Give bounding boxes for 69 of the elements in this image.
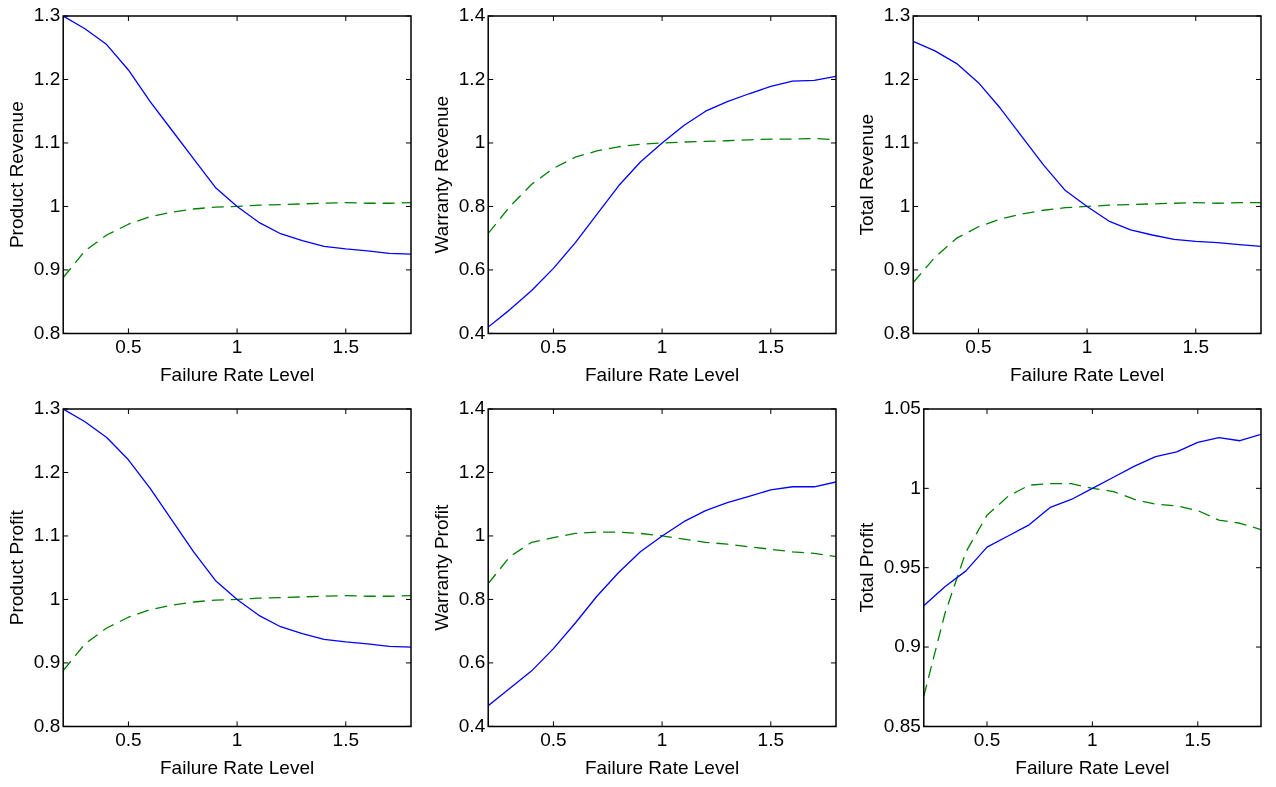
x-axis-title: Failure Rate Level [585, 756, 740, 778]
y-tick-label: 1.3 [33, 4, 61, 26]
y-axis-title: Product Revenue [5, 101, 27, 249]
x-tick-label: 1.5 [757, 336, 784, 358]
y-tick-label: 0.8 [33, 714, 61, 736]
x-tick-label: 1 [656, 336, 668, 358]
y-tick-label: 1.2 [883, 67, 911, 89]
x-tick-label: 0.5 [115, 729, 142, 751]
x-tick-label: 1.5 [757, 729, 784, 751]
y-tick-label: 0.9 [894, 635, 921, 657]
y-tick-label: 1.4 [458, 4, 486, 26]
y-tick-label: 1.3 [883, 4, 911, 26]
y-tick-label: 0.6 [458, 651, 486, 673]
y-axis-title: Total Profit [855, 522, 877, 613]
x-axis-title: Failure Rate Level [1015, 756, 1170, 778]
x-tick-label: 0.5 [973, 729, 1001, 751]
y-tick-label: 1.05 [883, 397, 921, 419]
y-tick-label: 1.2 [458, 460, 486, 482]
y-tick-label: 0.9 [883, 258, 911, 280]
line-series [63, 594, 411, 672]
y-axis-title: Total Revenue [855, 113, 877, 236]
y-tick-label: 1.2 [33, 460, 61, 482]
x-tick-label: 0.5 [965, 336, 992, 358]
line-series [488, 531, 836, 585]
y-axis-title: Product Profit [5, 509, 27, 626]
y-tick-label: 0.8 [458, 194, 486, 216]
line-series [63, 201, 411, 279]
y-tick-label: 1 [49, 194, 61, 216]
y-tick-label: 1.1 [33, 524, 61, 546]
x-tick-label: 0.5 [540, 729, 567, 751]
y-tick-label: 0.4 [458, 714, 486, 736]
y-tick-label: 1 [910, 476, 921, 498]
y-tick-label: 1.2 [458, 67, 486, 89]
y-tick-label: 0.4 [458, 321, 486, 343]
y-tick-label: 1.1 [33, 131, 61, 153]
y-tick-label: 0.85 [883, 714, 921, 736]
y-tick-label: 0.8 [458, 587, 486, 609]
y-tick-label: 1.1 [883, 131, 911, 153]
y-tick-label: 1 [899, 194, 911, 216]
x-tick-label: 1 [1081, 336, 1093, 358]
x-axis-title: Failure Rate Level [1010, 363, 1165, 385]
y-tick-label: 1.2 [33, 67, 61, 89]
y-tick-label: 0.95 [883, 555, 921, 577]
x-tick-label: 1 [231, 729, 243, 751]
x-tick-label: 1 [656, 729, 668, 751]
y-tick-label: 0.8 [883, 321, 911, 343]
y-axis-title: Warranty Profit [430, 503, 452, 631]
x-tick-label: 1 [231, 336, 243, 358]
y-tick-label: 1.3 [33, 397, 61, 419]
x-tick-label: 1.5 [332, 336, 359, 358]
y-tick-label: 1 [474, 131, 486, 153]
x-tick-label: 1 [1087, 729, 1098, 751]
line-series [913, 201, 1261, 284]
y-tick-label: 0.9 [33, 651, 61, 673]
x-tick-label: 1.5 [1182, 336, 1209, 358]
x-tick-label: 1.5 [332, 729, 359, 751]
x-tick-label: 0.5 [115, 336, 142, 358]
y-tick-label: 0.6 [458, 258, 486, 280]
y-tick-label: 1 [474, 524, 486, 546]
y-tick-label: 0.9 [33, 258, 61, 280]
x-axis-title: Failure Rate Level [585, 363, 740, 385]
x-axis-title: Failure Rate Level [160, 363, 315, 385]
x-tick-label: 0.5 [540, 336, 567, 358]
x-tick-label: 1.5 [1184, 729, 1211, 751]
y-axis-title: Warranty Revenue [430, 95, 452, 254]
y-tick-label: 1.4 [458, 397, 486, 419]
y-tick-label: 1 [49, 587, 61, 609]
x-axis-title: Failure Rate Level [160, 756, 315, 778]
y-tick-label: 0.8 [33, 321, 61, 343]
